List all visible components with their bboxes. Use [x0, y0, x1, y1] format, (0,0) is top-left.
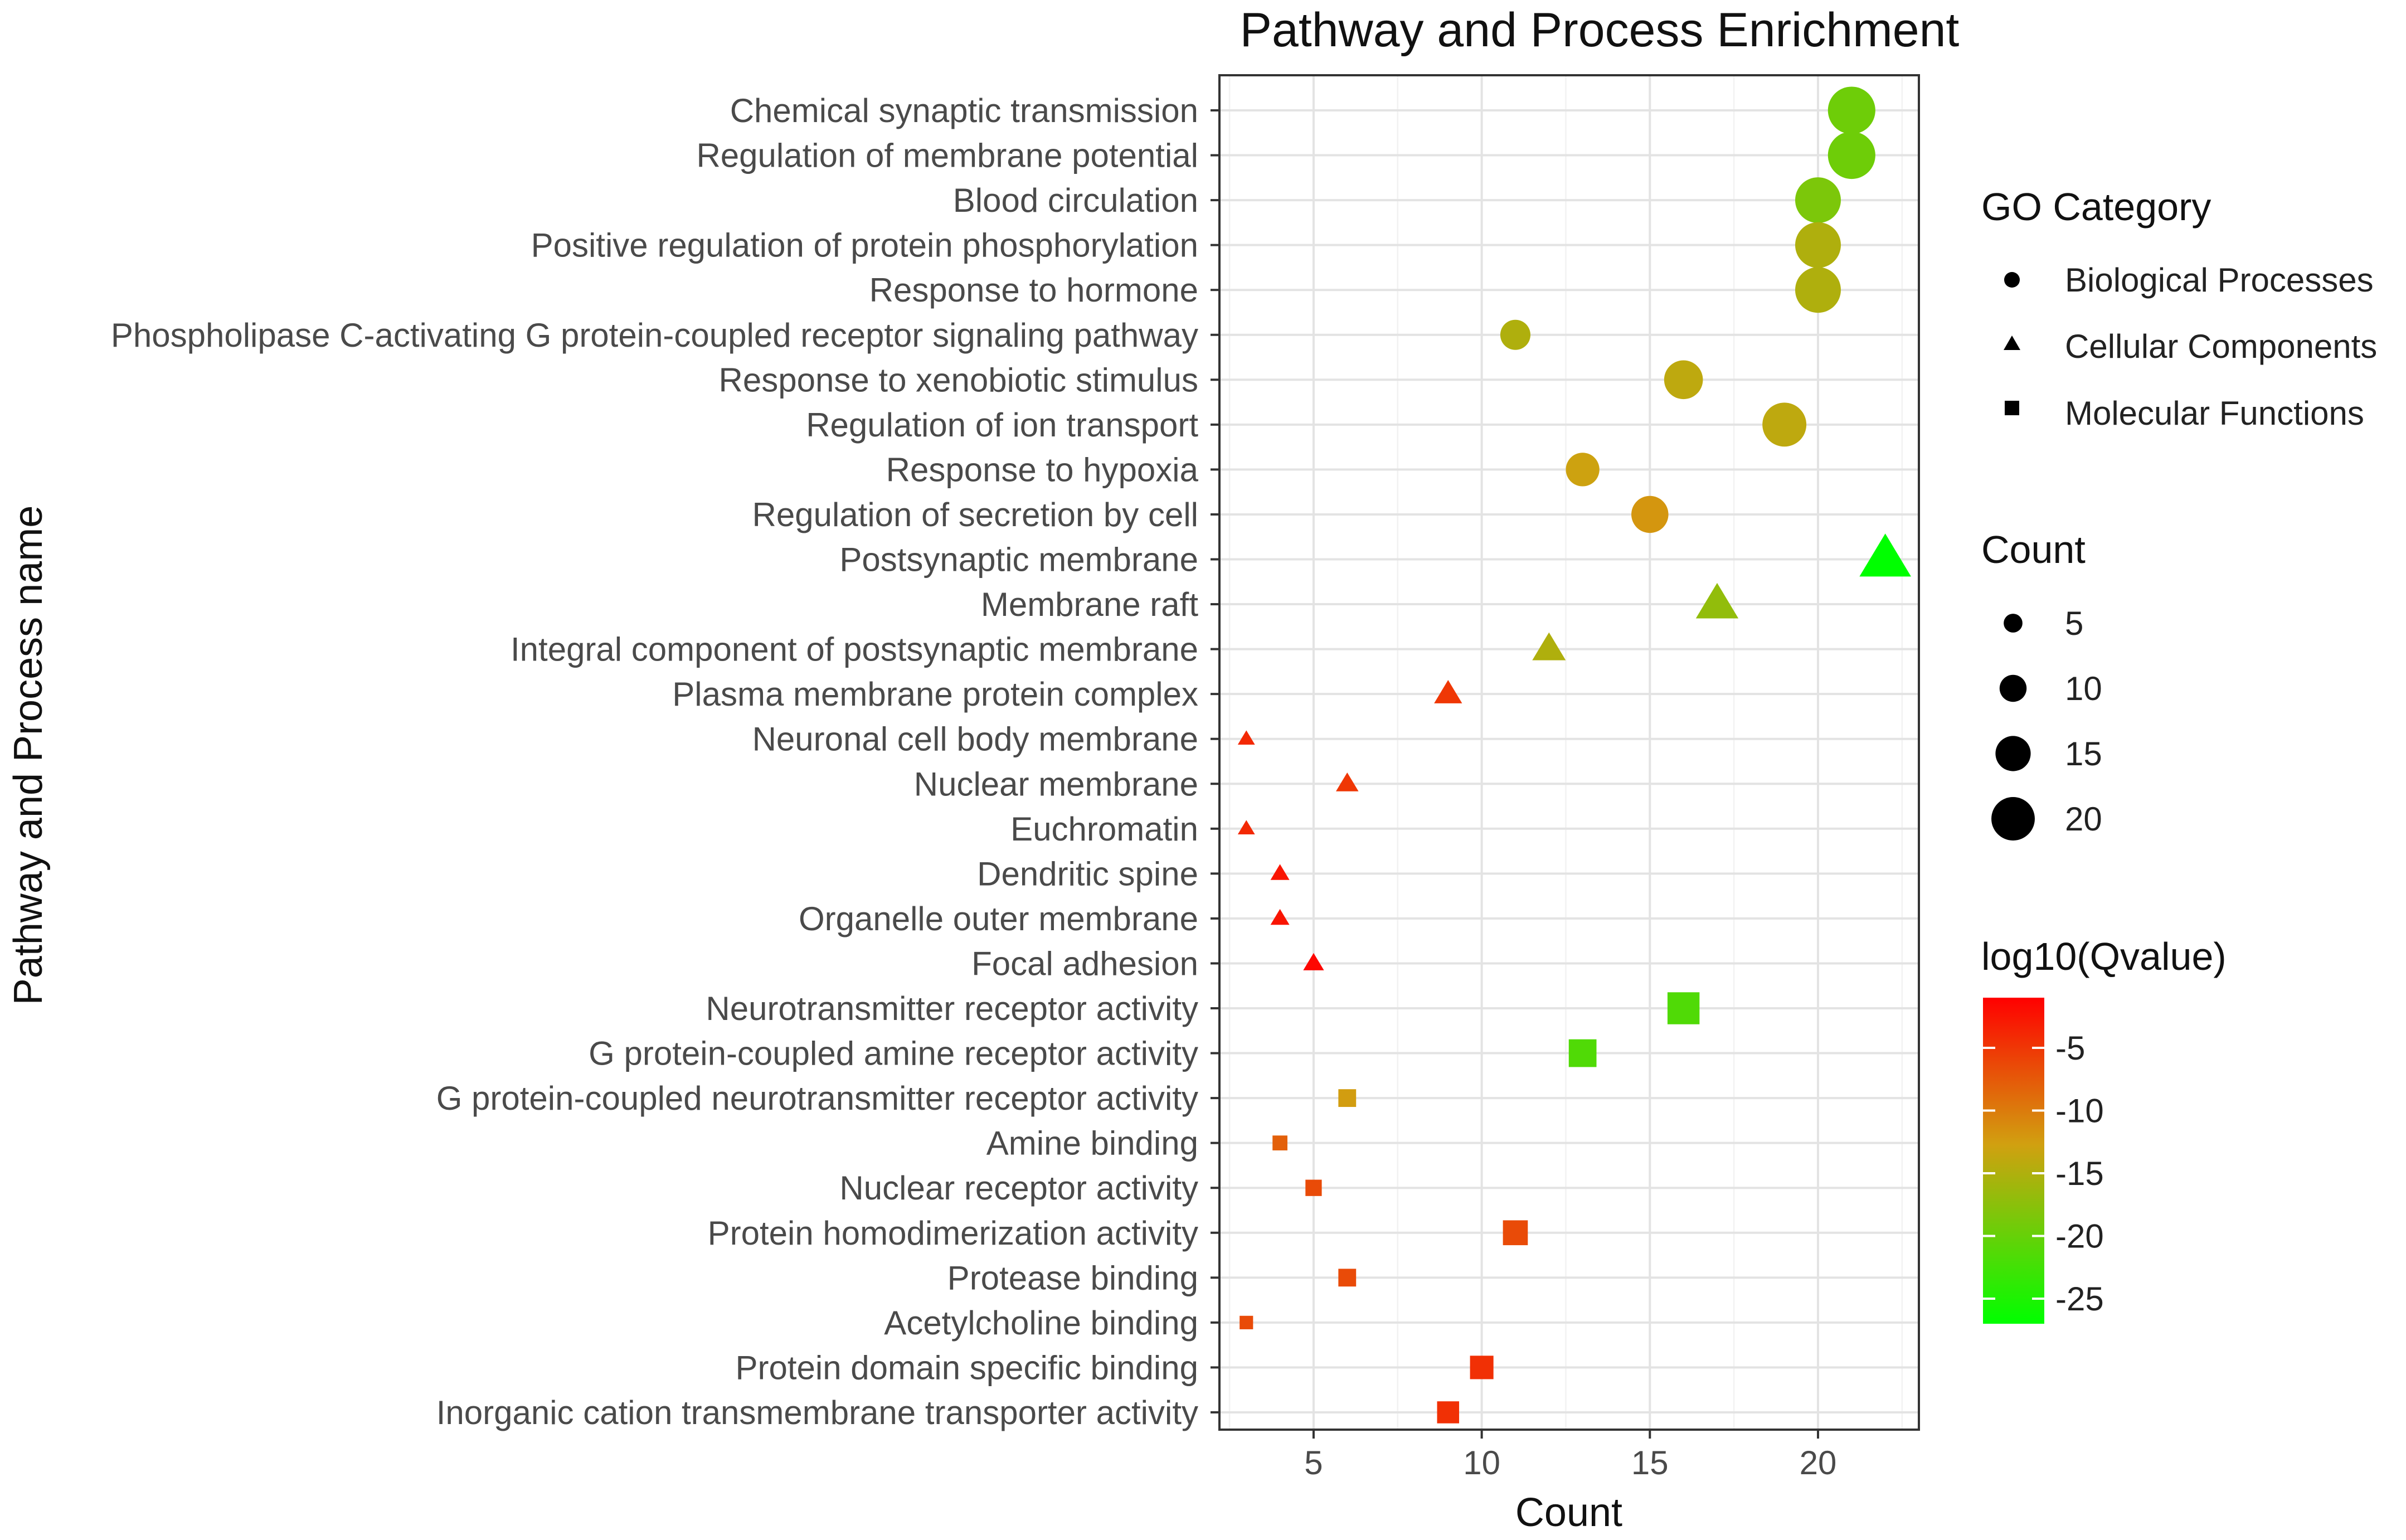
data-point: [1566, 453, 1600, 487]
x-tick-label: 20: [1800, 1444, 1837, 1481]
size-legend-title: Count: [1981, 528, 2086, 571]
y-tick-label: Chemical synaptic transmission: [730, 92, 1198, 129]
color-bar: [1983, 998, 2044, 1324]
data-point: [1437, 1401, 1460, 1424]
data-point: [1795, 267, 1841, 313]
data-point: [1859, 533, 1911, 577]
y-tick-label: Protease binding: [947, 1259, 1198, 1296]
y-tick-label: Nuclear membrane: [914, 765, 1198, 803]
y-tick-label: Euchromatin: [1010, 810, 1198, 848]
size-legend-label: 20: [2065, 800, 2102, 838]
data-point: [1503, 1220, 1528, 1246]
size-legend: Count 5 10 15 20: [1981, 528, 2102, 841]
y-tick-label: Focal adhesion: [971, 945, 1198, 982]
data-point: [1270, 909, 1290, 925]
legend-label-biological: Biological Processes: [2065, 261, 2374, 299]
data-point: [1237, 820, 1255, 835]
data-point: [1470, 1356, 1494, 1379]
y-tick-label: Nuclear receptor activity: [839, 1169, 1198, 1207]
data-point: [1237, 730, 1255, 745]
color-legend: log10(Qvalue) -5 -10 -15 -20 -25: [1981, 935, 2227, 1324]
chart-title: Pathway and Process Enrichment: [1240, 3, 1960, 57]
y-tick-label: Phospholipase C-activating G protein-cou…: [111, 317, 1198, 354]
y-tick-label: Response to hormone: [869, 271, 1198, 309]
y-axis-title: Pathway and Process name: [6, 506, 51, 1005]
y-tick-label: Organelle outer membrane: [799, 900, 1198, 937]
data-point: [1827, 86, 1875, 134]
color-legend-label: -10: [2055, 1092, 2104, 1130]
y-tick-label: Membrane raft: [981, 586, 1198, 623]
color-legend-label: -25: [2055, 1280, 2104, 1318]
y-tick-label: Amine binding: [986, 1125, 1198, 1162]
y-tick-label: Protein homodimerization activity: [708, 1214, 1198, 1252]
y-tick-label: Positive regulation of protein phosphory…: [531, 227, 1198, 264]
y-tick-label: Acetylcholine binding: [884, 1304, 1198, 1342]
x-tick-label: 5: [1304, 1444, 1323, 1481]
data-point: [1270, 864, 1290, 880]
y-tick-label: Response to xenobiotic stimulus: [719, 361, 1198, 399]
color-legend-label: -20: [2055, 1218, 2104, 1255]
data-point: [1532, 632, 1566, 660]
y-tick-label: Dendritic spine: [977, 855, 1198, 892]
color-legend-label: -5: [2055, 1029, 2085, 1067]
y-tick-label: Regulation of ion transport: [806, 406, 1198, 444]
data-point: [1338, 1269, 1357, 1287]
data-point: [1795, 177, 1841, 224]
y-tick-label: Inorganic cation transmembrane transport…: [436, 1394, 1198, 1431]
data-point: [1305, 1179, 1322, 1196]
size-legend-marker: [2004, 614, 2023, 633]
y-tick-label: Regulation of secretion by cell: [752, 496, 1198, 533]
y-tick-label: Protein domain specific binding: [736, 1349, 1198, 1386]
x-tick-label: 15: [1631, 1444, 1669, 1481]
data-point: [1336, 772, 1359, 791]
legend-square-icon: [2005, 401, 2019, 415]
y-tick-label: Postsynaptic membrane: [839, 541, 1198, 579]
size-legend-label: 15: [2065, 735, 2102, 773]
y-tick-label: Integral component of postsynaptic membr…: [511, 631, 1198, 668]
legend-label-cellular: Cellular Components: [2065, 328, 2377, 365]
data-point: [1272, 1135, 1287, 1151]
plot-panel-border: [1218, 74, 1920, 1431]
data-points: [1237, 86, 1911, 1424]
data-point: [1568, 1039, 1597, 1067]
x-axis-title: Count: [1515, 1490, 1622, 1535]
y-tick-label: G protein-coupled amine receptor activit…: [589, 1035, 1198, 1072]
legend-label-molecular: Molecular Functions: [2065, 395, 2364, 432]
y-tick-label: Regulation of membrane potential: [696, 137, 1198, 174]
shape-legend: GO Category Biological Processes Cellula…: [1981, 185, 2377, 432]
x-axis-ticks: 5 10 15 20: [1304, 1430, 1836, 1481]
y-tick-label: G protein-coupled neurotransmitter recep…: [436, 1080, 1198, 1117]
data-point: [1667, 992, 1700, 1024]
size-legend-label: 10: [2065, 670, 2102, 707]
color-legend-label: -15: [2055, 1155, 2104, 1192]
size-legend-marker: [1999, 674, 2027, 702]
data-point: [1695, 582, 1739, 619]
y-tick-label: Neurotransmitter receptor activity: [706, 990, 1198, 1027]
data-point: [1303, 953, 1324, 970]
data-point: [1795, 222, 1841, 268]
y-tick-label: Response to hypoxia: [886, 451, 1199, 488]
legend-circle-icon: [2004, 272, 2020, 288]
x-tick-label: 10: [1463, 1444, 1500, 1481]
y-tick-label: Blood circulation: [953, 182, 1198, 219]
data-point: [1631, 495, 1669, 533]
y-axis-labels: Chemical synaptic transmission Regulation…: [111, 92, 1219, 1431]
size-legend-marker: [1991, 797, 2035, 841]
shape-legend-title: GO Category: [1981, 185, 2211, 229]
legend-triangle-icon: [2004, 336, 2020, 350]
color-legend-title: log10(Qvalue): [1981, 935, 2227, 978]
data-point: [1240, 1315, 1253, 1329]
data-point: [1762, 402, 1807, 447]
y-tick-label: Plasma membrane protein complex: [672, 676, 1198, 713]
data-point: [1664, 360, 1703, 400]
size-legend-label: 5: [2065, 605, 2083, 642]
data-point: [1500, 319, 1531, 350]
data-point: [1338, 1089, 1357, 1107]
data-point: [1434, 680, 1462, 703]
y-tick-label: Neuronal cell body membrane: [752, 721, 1198, 758]
data-point: [1827, 131, 1875, 179]
size-legend-marker: [1995, 736, 2031, 771]
